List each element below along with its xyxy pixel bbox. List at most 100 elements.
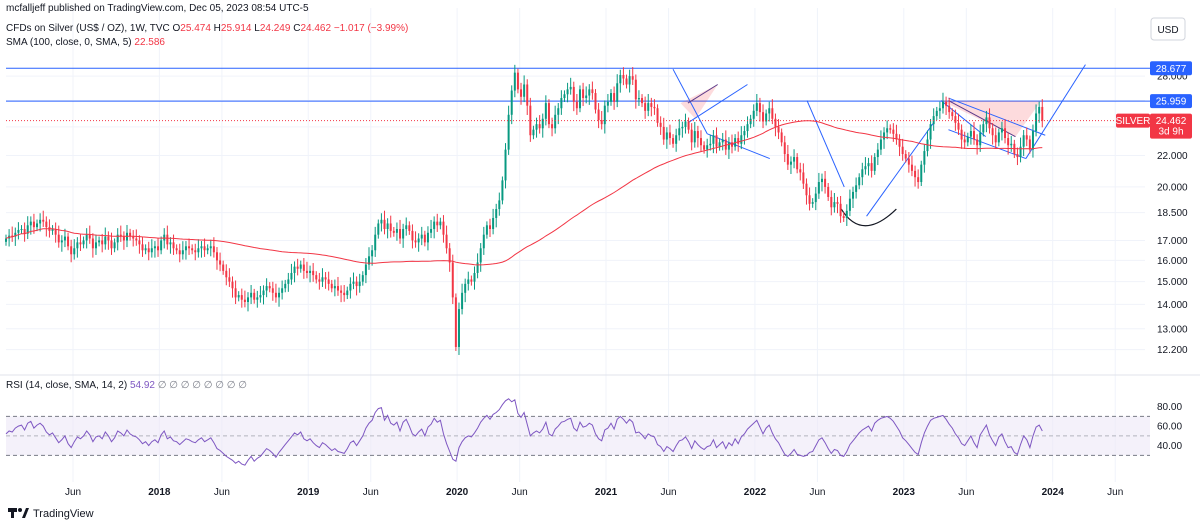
candle (504, 143, 507, 189)
candle (60, 235, 63, 252)
candle (368, 247, 371, 270)
candle (184, 241, 187, 260)
candle (426, 226, 429, 251)
candle (395, 222, 398, 241)
candle (969, 124, 972, 145)
candle (188, 238, 191, 255)
candle (492, 208, 495, 235)
candle (479, 243, 482, 272)
candle (253, 288, 256, 304)
candle (414, 231, 417, 248)
candle (104, 227, 107, 250)
candle (141, 236, 144, 257)
candle (668, 124, 671, 145)
price-tick-label: 16.000 (1157, 256, 1188, 267)
candle (1016, 147, 1019, 166)
candle (966, 132, 969, 147)
candle (287, 272, 290, 292)
candle (386, 218, 389, 239)
label-last-price: SILVER 24.462 3d 9h (1116, 113, 1192, 139)
candle (538, 115, 541, 134)
candle (399, 219, 402, 244)
candle (430, 219, 433, 239)
price-label-28677: 28.677 (1156, 64, 1187, 75)
candle (200, 241, 203, 258)
time-tick-label: Jun (1107, 487, 1123, 498)
candle (32, 213, 35, 234)
candle (433, 216, 436, 239)
candle (5, 234, 7, 246)
candle (904, 150, 907, 163)
candle (489, 218, 492, 238)
sma-legend: SMA (100, close, 0, SMA, 5) 22.586 (6, 37, 165, 48)
candle (920, 160, 923, 187)
candle (113, 238, 116, 253)
candle (265, 278, 268, 298)
candle (451, 254, 454, 305)
candle (408, 221, 411, 235)
candle (178, 243, 181, 263)
candle (250, 285, 253, 305)
candle (448, 243, 451, 272)
candle (752, 104, 755, 127)
candle (420, 226, 423, 246)
candle (312, 263, 315, 282)
candle (765, 109, 768, 126)
candle (153, 241, 156, 258)
currency-box[interactable]: USD (1150, 17, 1186, 41)
candle (721, 132, 724, 151)
candle (11, 226, 14, 242)
channel-line[interactable] (948, 97, 1046, 136)
time-tick-label: Jun (958, 487, 974, 498)
candle (516, 68, 519, 94)
candle (743, 125, 746, 145)
candle (333, 279, 336, 297)
symbol-title: CFDs on Silver (US$ / OZ), 1W, TVC (6, 23, 170, 34)
candle (215, 247, 218, 270)
candle (1025, 127, 1028, 147)
candle (824, 170, 827, 194)
last-price-label: 24.462 (1156, 116, 1187, 127)
channel-line[interactable] (687, 84, 748, 124)
candle (647, 94, 650, 117)
cup-arc[interactable] (840, 208, 897, 227)
candle (495, 203, 498, 228)
candle (91, 233, 94, 258)
candle (886, 120, 889, 140)
channel-line[interactable] (866, 122, 934, 217)
candle (45, 216, 48, 237)
rsi-label: RSI (14, close, SMA, 14, 2) (6, 380, 128, 391)
candle (383, 210, 386, 235)
candle (523, 75, 526, 103)
candle (637, 90, 640, 106)
price-tick-label: 20.000 (1157, 182, 1188, 193)
tradingview-logo[interactable] (8, 508, 29, 518)
candle (613, 86, 616, 110)
time-tick-label: Jun (809, 487, 825, 498)
candle (101, 233, 104, 253)
candle (541, 113, 544, 138)
candle (783, 135, 786, 163)
candle (662, 117, 665, 145)
candle (82, 236, 85, 249)
candle (858, 173, 861, 190)
shoulder-line[interactable] (687, 84, 718, 104)
price-tick-label: 22.000 (1157, 151, 1188, 162)
candle (758, 97, 761, 122)
candle (814, 187, 817, 211)
candle (1031, 124, 1034, 158)
candle (768, 101, 771, 122)
pattern-drawings (672, 64, 1086, 227)
candle (802, 163, 805, 189)
candle (482, 226, 485, 255)
channel-line[interactable] (806, 100, 845, 188)
candle (917, 169, 920, 189)
candle (76, 237, 79, 258)
candle (833, 193, 836, 213)
candle (175, 244, 178, 255)
candle (610, 89, 613, 106)
trend-line[interactable] (1025, 64, 1086, 159)
candle (135, 229, 138, 246)
candle (585, 86, 588, 104)
